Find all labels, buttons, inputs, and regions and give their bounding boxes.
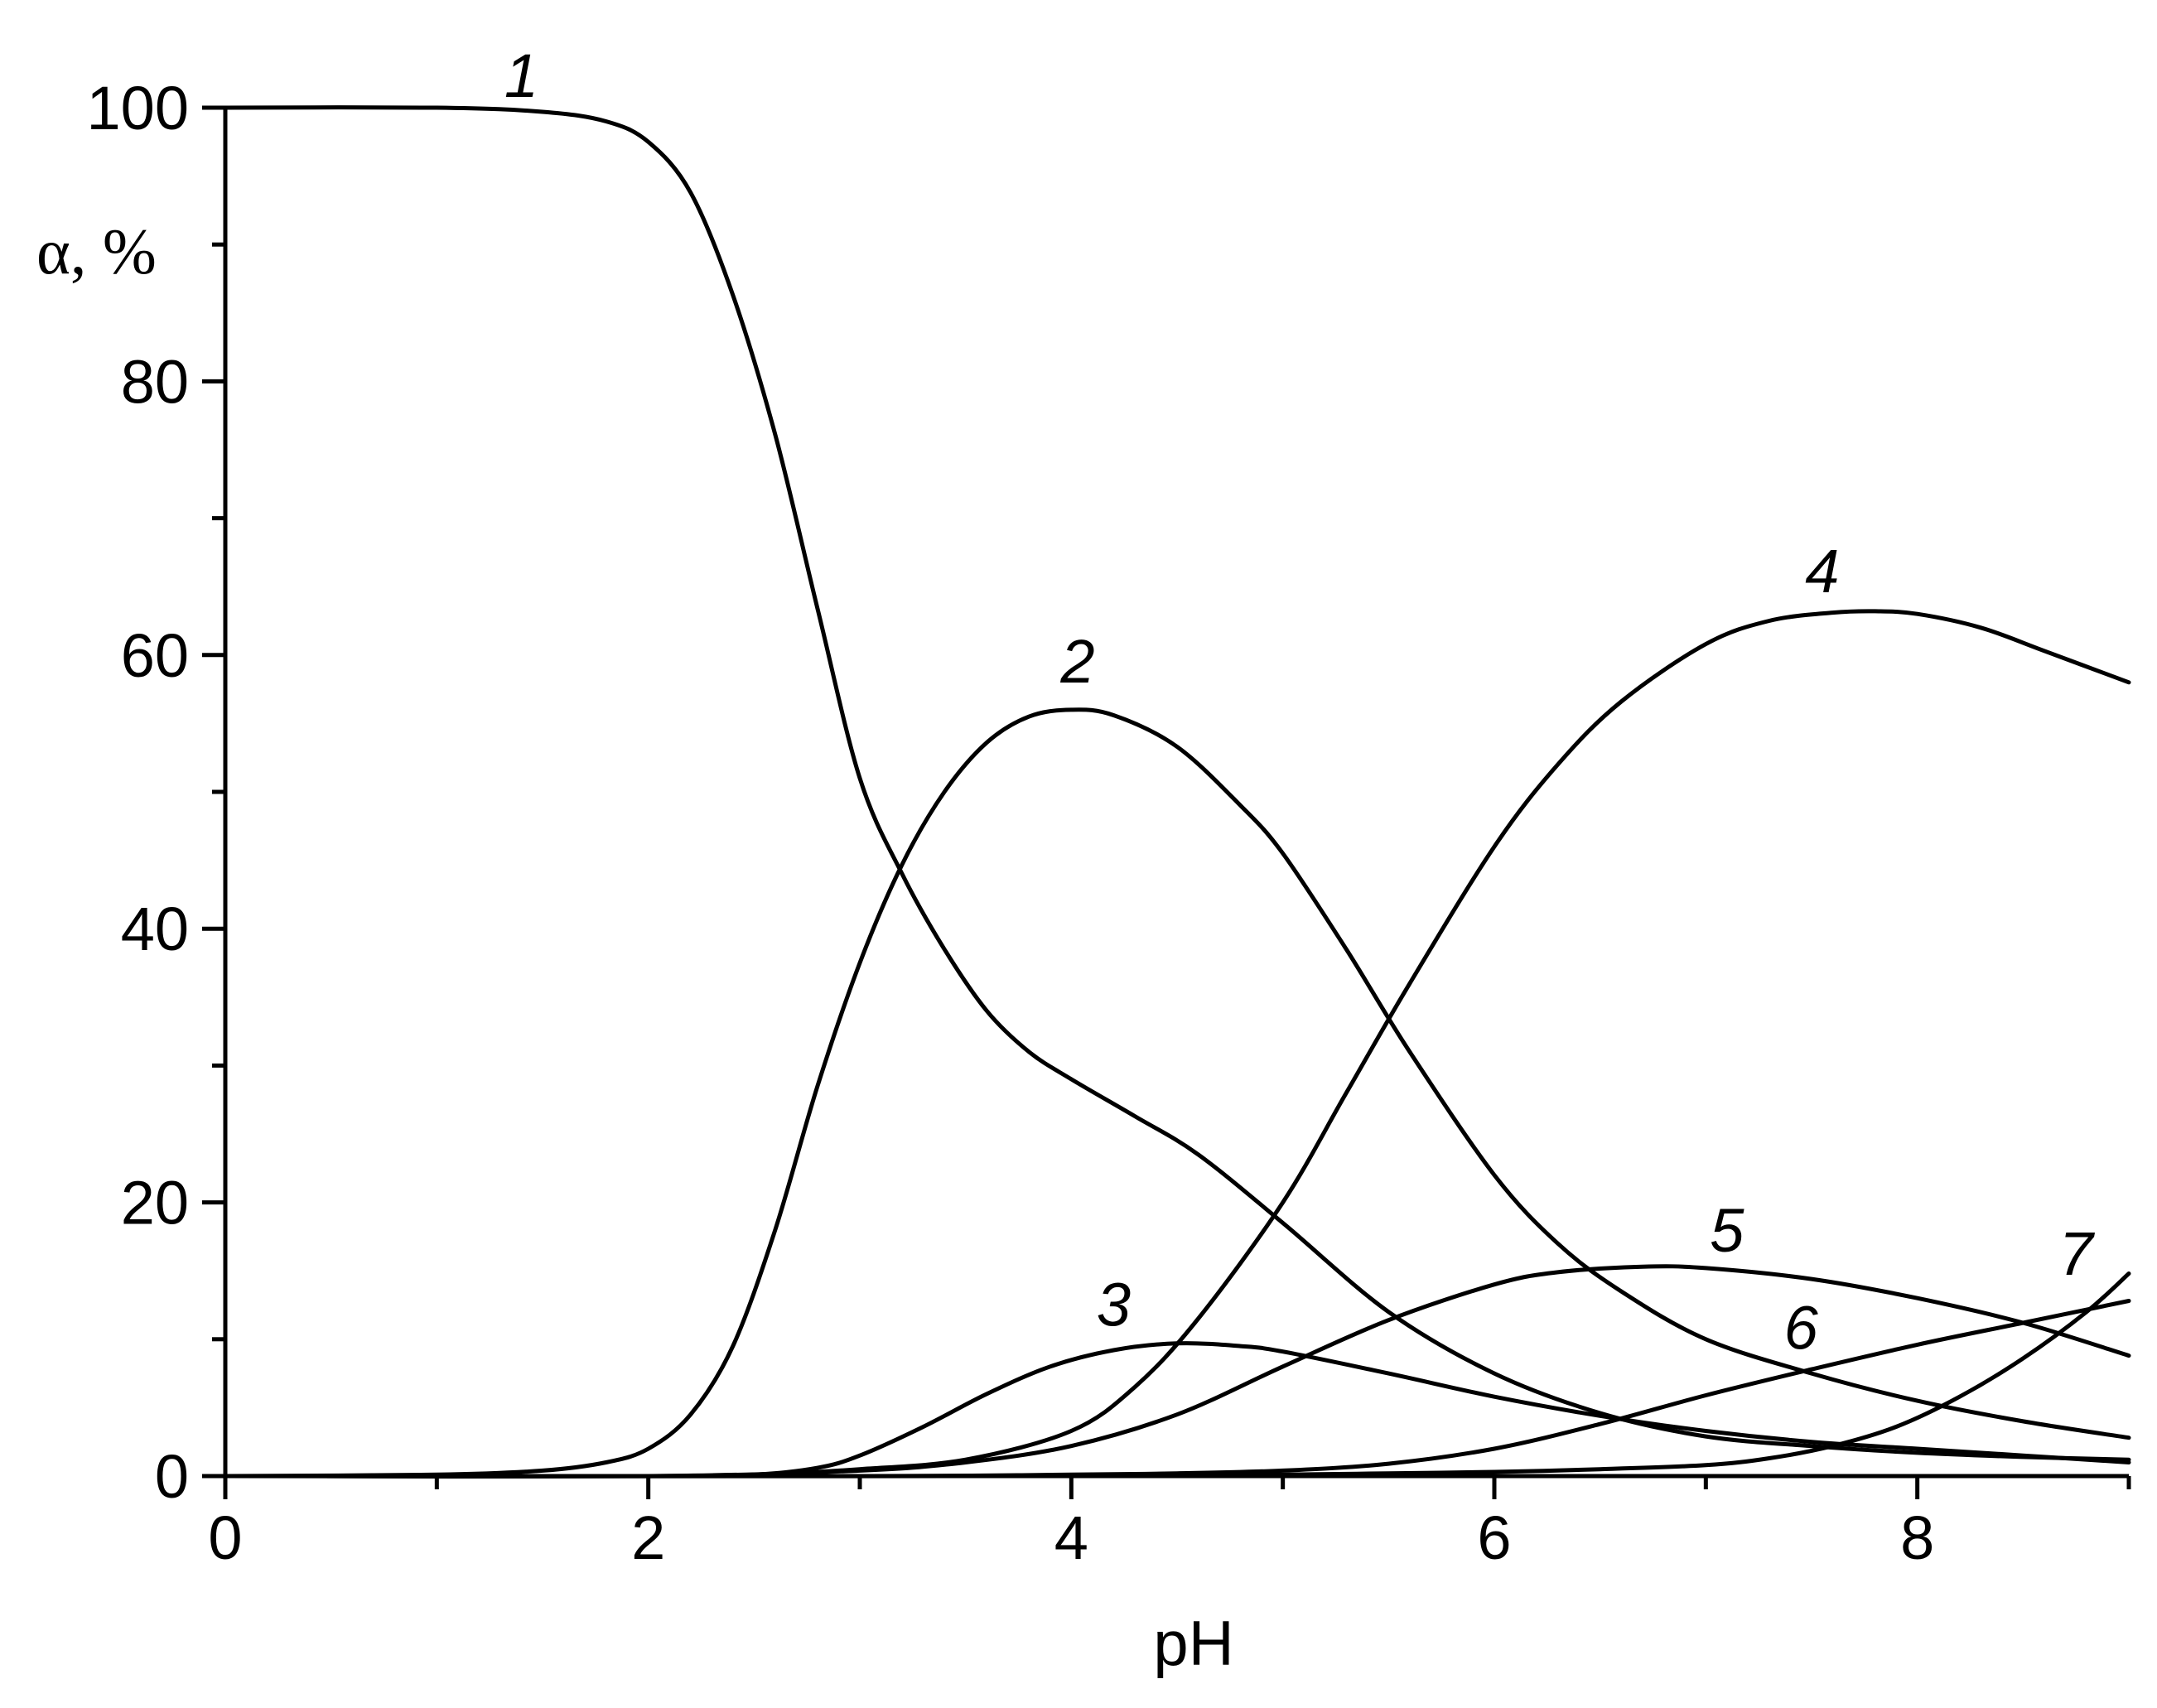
curve-labels: 1 2 3 4 56 7 xyxy=(504,41,2096,1363)
x-tick-label: 4 xyxy=(1054,1503,1088,1572)
x-axis-title: pH xyxy=(1153,1609,1233,1679)
y-axis-title: α, % xyxy=(36,215,157,287)
x-tick-label: 8 xyxy=(1900,1503,1934,1572)
series-5-label: 5 xyxy=(1710,1196,1744,1265)
y-tick-label: 0 xyxy=(155,1442,189,1511)
series-7-label: 7 xyxy=(2059,1219,2096,1288)
series-5-line xyxy=(223,1264,2131,1479)
y-tick-label: 80 xyxy=(121,347,189,416)
x-tick-label: 6 xyxy=(1477,1503,1511,1572)
series-7-line xyxy=(223,1271,2131,1479)
series-3-label: 3 xyxy=(1097,1270,1131,1339)
y-tick-label: 40 xyxy=(121,895,189,963)
series-2-line xyxy=(223,707,2131,1479)
x-tick-label: 0 xyxy=(208,1503,242,1572)
series-4-line xyxy=(223,609,2131,1479)
y-tick-label: 60 xyxy=(121,621,189,690)
y-tick-label: 20 xyxy=(121,1169,189,1238)
y-tick-label: 100 xyxy=(87,74,189,142)
series-1-label: 1 xyxy=(504,41,538,110)
series-4-label: 4 xyxy=(1805,537,1839,606)
series-2-label: 2 xyxy=(1059,627,1094,696)
series-6-label: 6 xyxy=(1784,1293,1819,1362)
curves xyxy=(223,105,2131,1479)
axes xyxy=(223,108,2129,1479)
series-1-line xyxy=(223,105,2131,1462)
x-tick-label: 2 xyxy=(631,1503,665,1572)
